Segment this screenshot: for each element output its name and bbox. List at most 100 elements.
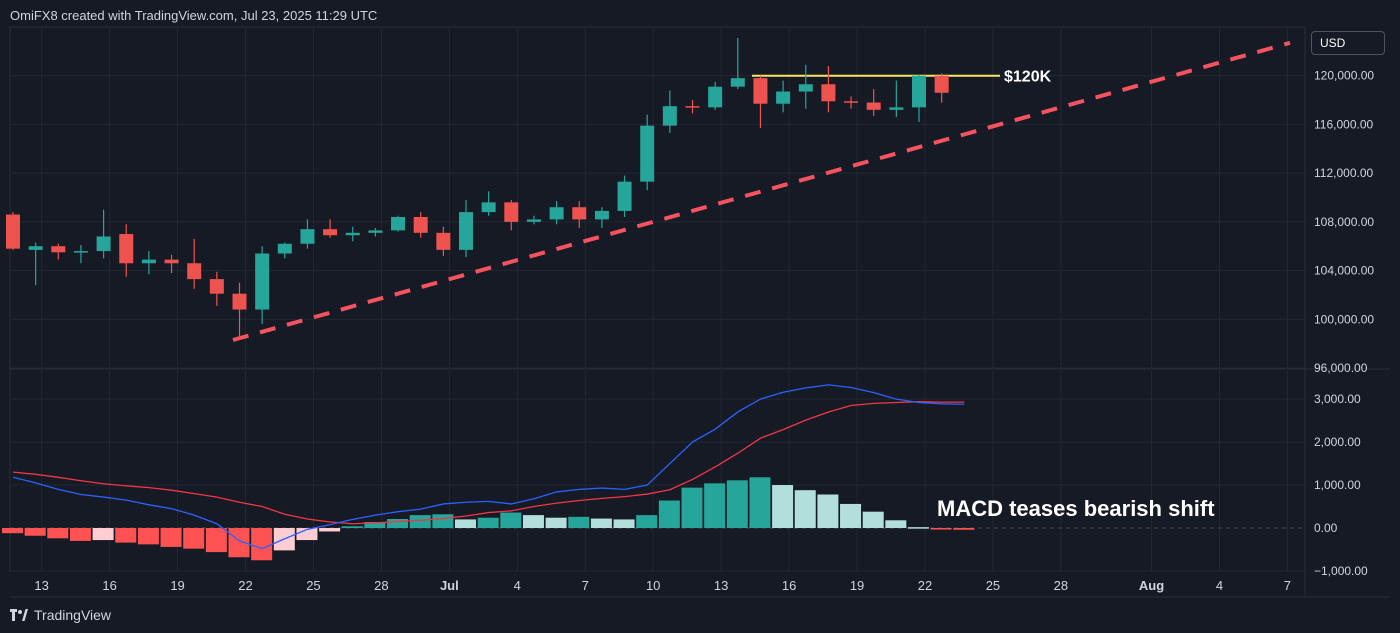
histogram-bar (364, 522, 386, 529)
date-tick-label: 19 (850, 578, 864, 593)
histogram-bar (704, 483, 726, 529)
date-tick-label: 13 (714, 578, 728, 593)
candle (436, 226, 451, 256)
date-tick-label: 28 (374, 578, 388, 593)
macd-histogram (2, 477, 975, 561)
date-tick-label: 28 (1054, 578, 1068, 593)
histogram-bar (319, 528, 341, 532)
date-tick-label: 16 (102, 578, 116, 593)
histogram-bar (47, 528, 69, 539)
candle-body (526, 219, 541, 222)
annotations: $120K MACD teases bearish shift (937, 69, 1215, 521)
plot-border (9, 26, 1306, 572)
candle-body (708, 86, 723, 108)
footer-brand-label: TradingView (34, 607, 112, 623)
histogram-bar (613, 519, 635, 529)
candle-body (277, 243, 292, 254)
candle-body (459, 212, 473, 250)
candle-body (255, 253, 270, 310)
date-tick-label: 25 (306, 578, 320, 593)
candle-body (798, 84, 813, 92)
macd-tick-label: 1,000.00 (1314, 478, 1361, 492)
candle (594, 207, 609, 228)
histogram-bar (115, 528, 137, 543)
candle (209, 271, 224, 306)
histogram-bar (885, 520, 907, 529)
resistance-label: $120K (1004, 69, 1052, 86)
histogram-bar (908, 527, 929, 529)
price-tick-label: 120,000.00 (1314, 69, 1374, 83)
candle-body (730, 78, 745, 87)
price-tick-label: 96,000.00 (1314, 361, 1368, 375)
candle-body (594, 210, 609, 220)
candle (821, 65, 836, 113)
price-tick-label: 104,000.00 (1314, 264, 1374, 278)
candle-body (662, 106, 677, 126)
candle-body (844, 101, 859, 103)
candle (481, 191, 496, 216)
histogram-bar (930, 528, 952, 530)
grid-lines (9, 26, 1390, 598)
price-tick-label: 100,000.00 (1314, 312, 1374, 326)
candle-body (776, 91, 791, 104)
candle (776, 80, 791, 113)
histogram-bar (794, 490, 816, 529)
date-tick-label: 16 (782, 578, 796, 593)
macd-tick-label: 0.00 (1314, 521, 1338, 535)
candle (413, 212, 428, 238)
macd-tick-label: 2,000.00 (1314, 435, 1361, 449)
candle-body (164, 259, 179, 264)
date-tick-label: 7 (582, 578, 589, 593)
candle-body (640, 125, 655, 182)
macd-tick-label: −1,000.00 (1314, 564, 1368, 578)
price-tick-label: 116,000.00 (1314, 117, 1373, 131)
candle-body (73, 251, 88, 253)
candle (617, 175, 632, 217)
candle (232, 282, 247, 340)
candle (300, 219, 315, 249)
macd-axis: 3,000.00 2,000.00 1,000.00 0.00 −1,000.00 (1314, 392, 1368, 578)
candle (51, 243, 66, 260)
candle-body (119, 234, 134, 264)
histogram-bar (545, 517, 567, 529)
candle (889, 80, 904, 118)
histogram-bar (205, 528, 227, 553)
candle-body (28, 246, 43, 250)
candle (708, 81, 723, 110)
candle-body (821, 84, 836, 102)
candle (798, 64, 813, 109)
candle-body (436, 232, 451, 250)
candle (549, 201, 564, 225)
candle-body (96, 236, 111, 252)
histogram-bar (749, 477, 771, 529)
macd-line (12, 384, 965, 550)
histogram-bar (409, 515, 431, 529)
candle (119, 224, 134, 277)
histogram-bar (568, 516, 590, 529)
candle (866, 89, 881, 116)
date-tick-label: 13 (34, 578, 48, 593)
signal-line (12, 401, 965, 525)
histogram-bar (387, 518, 409, 529)
candle (662, 90, 677, 133)
histogram-bar (522, 515, 544, 529)
candle-body (685, 106, 700, 108)
candle (753, 75, 768, 129)
histogram-bar (953, 528, 975, 530)
candle-body (345, 232, 360, 236)
date-tick-label: 25 (986, 578, 1000, 593)
candle (277, 242, 292, 259)
currency-button[interactable]: USD (1311, 31, 1385, 55)
candlestick-series (6, 37, 949, 340)
candle-body (300, 229, 315, 244)
histogram-bar (455, 519, 476, 529)
date-tick-label: Jul (440, 578, 459, 593)
candle-body (934, 75, 949, 93)
histogram-bar (2, 528, 23, 534)
macd-lines (12, 384, 965, 550)
candle-body (617, 181, 632, 211)
candle (96, 209, 111, 259)
candle-body (504, 202, 519, 222)
candle-body (141, 259, 156, 264)
